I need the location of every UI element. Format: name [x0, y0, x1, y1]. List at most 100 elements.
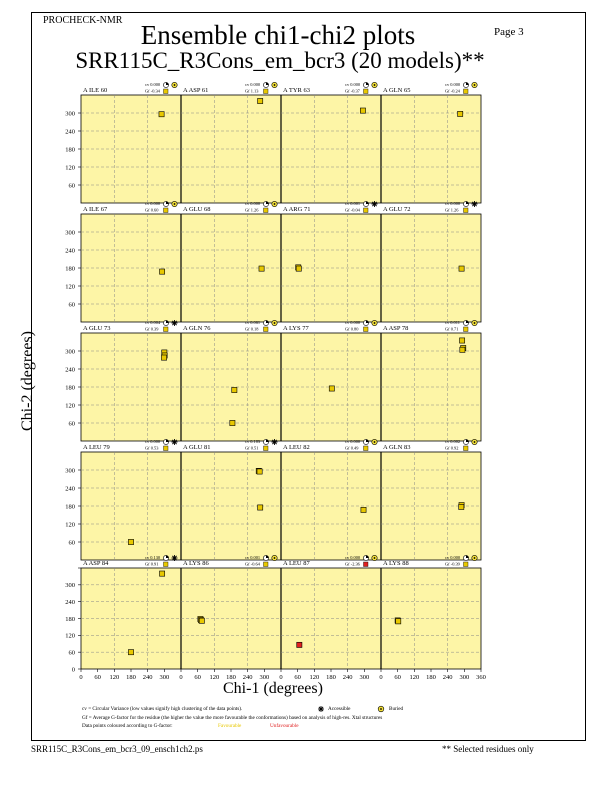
accessible-icon-7-ray-3 — [472, 201, 477, 207]
x-tick-label-2-240: 240 — [343, 674, 353, 681]
buried-icon-dot-19 — [473, 557, 476, 559]
gf-swatch-10 — [363, 326, 369, 332]
residue-label-6: A ARG 71 — [283, 206, 310, 213]
y-tick-label-0-180: 180 — [65, 146, 75, 153]
cv-icon-4-wedge — [166, 201, 169, 204]
data-point-7-0 — [458, 265, 465, 272]
gf-swatch-7 — [463, 207, 469, 213]
y-tick-label-0-120: 120 — [65, 164, 75, 171]
residue-gf-2: Gf -0.37 — [345, 89, 361, 94]
legend-buried-icon-dot — [380, 708, 382, 710]
residue-label-14: A LEU 82 — [283, 444, 310, 451]
cv-icon-15-wedge — [466, 439, 469, 442]
y-tick-label-1-180: 180 — [65, 265, 75, 272]
cv-icon-17-wedge — [266, 555, 269, 558]
x-tick-label-0-60: 60 — [94, 674, 101, 681]
y-tick-label-4-180: 180 — [65, 616, 75, 623]
residue-label-8: A GLU 73 — [83, 325, 110, 332]
x-tick-label-2-180: 180 — [326, 674, 336, 681]
x-tick-label-3-240: 240 — [443, 674, 453, 681]
x-tick-label-2-120: 120 — [309, 674, 319, 681]
y-tick-label-4-240: 240 — [65, 599, 75, 606]
residue-label-18: A LEU 87 — [283, 560, 310, 567]
y-tick-label-3-240: 240 — [65, 485, 75, 492]
cv-icon-12-wedge — [166, 439, 169, 442]
gf-swatch-12 — [163, 445, 169, 451]
residue-cv-0: cv 0.000 — [145, 82, 161, 87]
buried-icon-dot-18 — [373, 557, 376, 559]
buried-icon-dot-5 — [273, 203, 276, 205]
gf-swatch-13 — [263, 445, 269, 451]
x-tick-label-1-240: 240 — [243, 674, 253, 681]
legend-favourable: Favourable — [218, 723, 242, 729]
x-tick-label-1-180: 180 — [226, 674, 236, 681]
residue-cv-11: cv 0.011 — [445, 320, 460, 325]
page-subtitle: SRR115C_R3Cons_em_bcr3 (20 models)** — [75, 48, 485, 73]
x-tick-label-1-120: 120 — [209, 674, 219, 681]
residue-gf-19: Gf -0.39 — [445, 562, 461, 567]
residue-label-9: A GLN 76 — [183, 325, 211, 332]
x-tick-label-0-180: 180 — [126, 674, 136, 681]
y-tick-label-2-120: 120 — [65, 402, 75, 409]
residue-gf-17: Gf -0.64 — [245, 562, 261, 567]
y-tick-label-2-60: 60 — [69, 420, 76, 427]
x-tick-label-0-240: 240 — [143, 674, 153, 681]
gf-swatch-1 — [263, 88, 269, 94]
y-tick-label-1-300: 300 — [65, 229, 75, 236]
residue-cv-14: cv 0.000 — [345, 439, 361, 444]
cv-icon-11-wedge — [466, 320, 469, 323]
residue-cv-2: cv 0.000 — [345, 82, 361, 87]
data-point-14-0 — [360, 506, 367, 513]
gf-swatch-6 — [363, 207, 369, 213]
legend-gf-text: Gf = Average G-factor for the residue (t… — [82, 715, 383, 721]
cv-icon-19-wedge — [466, 555, 469, 558]
data-point-4-0 — [159, 268, 166, 275]
x-tick-label-1-300: 300 — [259, 674, 269, 681]
cv-icon-1-wedge — [266, 82, 269, 85]
y-tick-label-0-60: 60 — [69, 182, 76, 189]
cv-icon-13-wedge — [266, 439, 269, 442]
y-tick-label-3-120: 120 — [65, 521, 75, 528]
gf-swatch-16 — [163, 561, 169, 567]
y-tick-label-3-180: 180 — [65, 503, 75, 510]
y-tick-label-2-300: 300 — [65, 348, 75, 355]
residue-label-7: A GLU 72 — [383, 206, 410, 213]
residue-gf-18: Gf -2.36 — [345, 562, 361, 567]
y-axis-label: Chi-2 (degrees) — [18, 331, 36, 431]
gf-swatch-3 — [463, 88, 469, 94]
residue-gf-14: Gf 0.49 — [345, 446, 359, 451]
residue-gf-11: Gf 0.71 — [445, 327, 458, 332]
buried-icon-dot-10 — [373, 322, 376, 324]
y-tick-label-2-180: 180 — [65, 384, 75, 391]
residue-cv-8: cv 0.004 — [145, 320, 161, 325]
residue-gf-7: Gf 1.26 — [445, 208, 459, 213]
residue-label-11: A ASP 78 — [383, 325, 408, 332]
x-tick-label-1-60: 60 — [194, 674, 201, 681]
buried-icon-dot-4 — [173, 203, 176, 205]
footer-note: ** Selected residues only — [442, 744, 534, 754]
page-number: Page 3 — [494, 26, 524, 38]
residue-label-5: A GLU 68 — [183, 206, 210, 213]
data-point-0-0 — [158, 111, 165, 118]
residue-cv-4: cv 0.000 — [145, 201, 161, 206]
legend-accessible: Accessible — [328, 706, 351, 712]
buried-icon-dot-11 — [473, 322, 476, 324]
cv-icon-0-wedge — [166, 82, 169, 85]
buried-icon-dot-17 — [273, 557, 276, 559]
accessible-icon-8-ray-3 — [172, 320, 177, 326]
residue-label-16: A ASP 84 — [83, 560, 109, 567]
page-title: Ensemble chi1-chi2 plots — [140, 20, 416, 50]
program-name: PROCHECK-NMR — [43, 15, 123, 26]
legend-unfavourable: Unfavourable — [270, 723, 299, 729]
x-tick-label-2-0: 0 — [279, 674, 282, 681]
cv-icon-18-wedge — [366, 555, 369, 558]
residue-cv-9: cv 0.061 — [245, 320, 260, 325]
buried-icon-dot-3 — [473, 84, 476, 86]
residue-cv-15: cv 0.002 — [445, 439, 460, 444]
cv-icon-10-wedge — [366, 320, 369, 323]
cv-icon-14-wedge — [366, 439, 369, 442]
residue-label-4: A ILE 67 — [83, 206, 108, 213]
residue-gf-4: Gf 0.60 — [145, 208, 159, 213]
residue-label-13: A GLU 81 — [183, 444, 210, 451]
data-point-15-1 — [458, 503, 465, 510]
